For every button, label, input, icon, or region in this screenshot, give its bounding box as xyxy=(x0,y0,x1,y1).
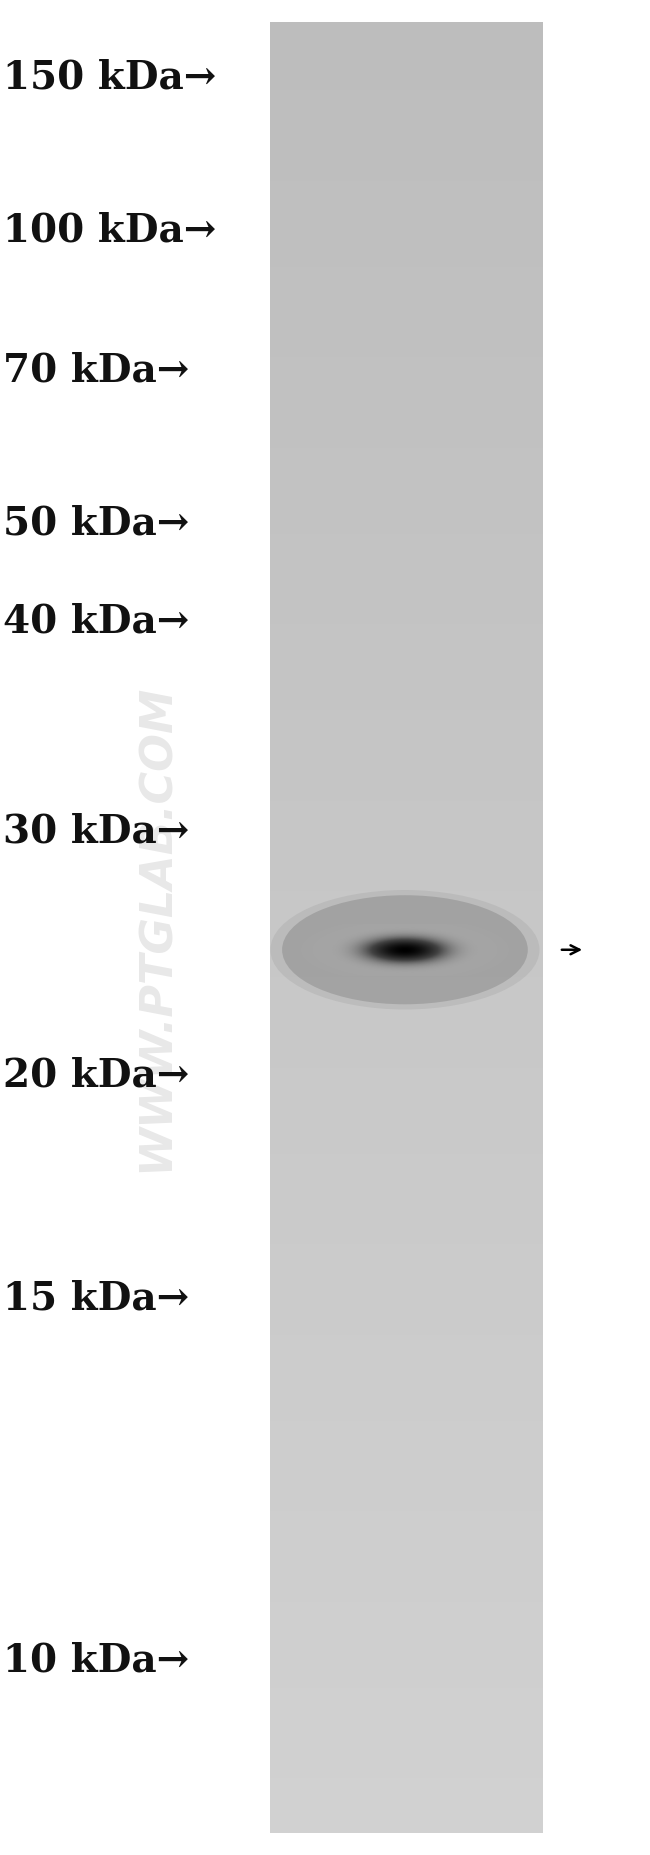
Text: 40 kDa→: 40 kDa→ xyxy=(3,603,190,640)
Ellipse shape xyxy=(282,896,528,1004)
Text: 100 kDa→: 100 kDa→ xyxy=(3,211,216,249)
Text: 150 kDa→: 150 kDa→ xyxy=(3,59,216,96)
Ellipse shape xyxy=(270,890,540,1009)
Text: WWW.PTGLAB.COM: WWW.PTGLAB.COM xyxy=(135,683,177,1172)
Text: 15 kDa→: 15 kDa→ xyxy=(3,1280,190,1317)
Text: 30 kDa→: 30 kDa→ xyxy=(3,812,190,850)
Text: 20 kDa→: 20 kDa→ xyxy=(3,1057,190,1094)
Text: 10 kDa→: 10 kDa→ xyxy=(3,1642,190,1679)
Text: 70 kDa→: 70 kDa→ xyxy=(3,352,190,390)
Text: 50 kDa→: 50 kDa→ xyxy=(3,505,190,542)
